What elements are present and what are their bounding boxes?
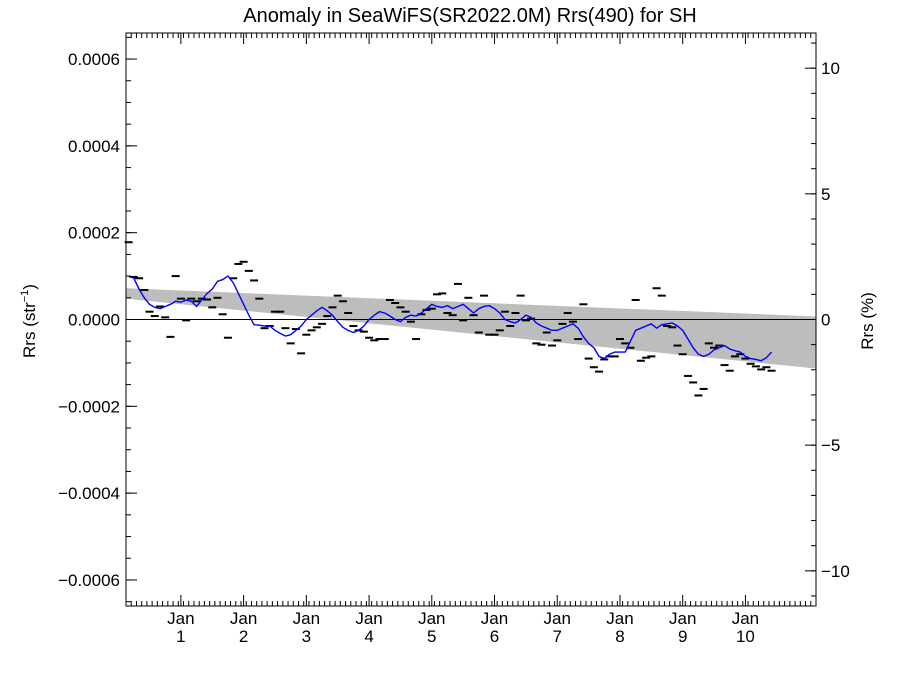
- x-tick-label-month: Jan: [606, 609, 633, 628]
- y-tick-label-left: 0.0000: [68, 311, 120, 330]
- x-tick-label-year: 2: [239, 627, 248, 646]
- x-tick-label-year: 9: [678, 627, 687, 646]
- x-tick-label-year: 7: [553, 627, 562, 646]
- x-tick-label-month: Jan: [732, 609, 759, 628]
- y-tick-label-right: 5: [821, 185, 830, 204]
- plot-area: 0.0006 0.0004 0.0002 0.0000 −0.0002 −0.0004 −0…: [58, 32, 850, 646]
- y-tick-label-left: −0.0004: [58, 484, 120, 503]
- y-axis-label-right: Rrs (%): [858, 292, 877, 350]
- y-tick-label-left: 0.0004: [68, 137, 120, 156]
- y-tick-label-right: −5: [821, 436, 840, 455]
- x-tick-label-month: Jan: [544, 609, 571, 628]
- x-tick-label-month: Jan: [481, 609, 508, 628]
- y-axis-label-left: Rrs (str−1): [19, 284, 39, 358]
- x-tick-label-year: 10: [736, 627, 755, 646]
- running-mean-line: [128, 275, 773, 362]
- x-tick-label-month: Jan: [669, 609, 696, 628]
- x-tick-label-year: 3: [302, 627, 311, 646]
- x-tick-label-year: 1: [176, 627, 185, 646]
- x-tick-label-year: 6: [490, 627, 499, 646]
- chart-title: Anomaly in SeaWiFS(SR2022.0M) Rrs(490) f…: [243, 5, 696, 27]
- x-tick-label-year: 5: [427, 627, 436, 646]
- y-tick-label-right: 10: [821, 59, 840, 78]
- trend-band: [126, 288, 816, 369]
- y-tick-label-right: −10: [821, 562, 850, 581]
- y-tick-label-right: 0: [821, 311, 830, 330]
- x-tick-label-month: Jan: [355, 609, 382, 628]
- x-tick-label-year: 8: [615, 627, 624, 646]
- x-tick-label-month: Jan: [293, 609, 320, 628]
- y-tick-label-left: 0.0002: [68, 224, 120, 243]
- y-tick-label-left: −0.0006: [58, 571, 120, 590]
- x-tick-label-month: Jan: [167, 609, 194, 628]
- x-tick-label-month: Jan: [230, 609, 257, 628]
- x-tick-label-year: 4: [364, 627, 373, 646]
- x-tick-label-month: Jan: [418, 609, 445, 628]
- y-tick-label-left: 0.0006: [68, 50, 120, 69]
- y-axis-label-left-sup: −1: [19, 290, 31, 303]
- y-tick-label-left: −0.0002: [58, 397, 120, 416]
